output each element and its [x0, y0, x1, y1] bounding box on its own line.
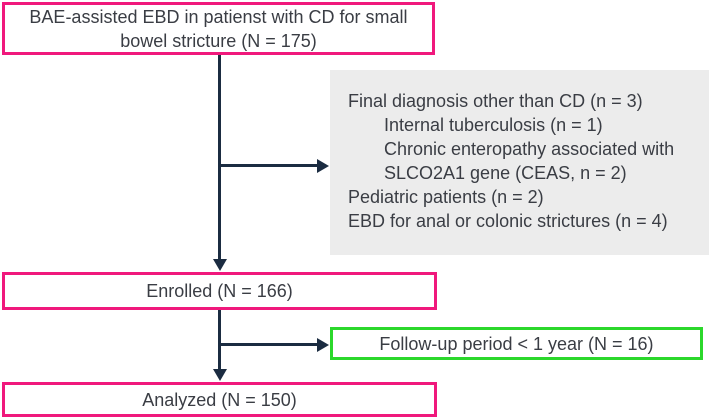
connector-branch-followup [220, 343, 317, 346]
arrow-right-icon [317, 159, 329, 173]
arrow-down-icon [213, 369, 227, 381]
arrow-down-icon [213, 259, 227, 271]
connector-enrolled-to-analyzed [218, 310, 221, 370]
exclusions-box: Final diagnosis other than CD (n = 3) In… [330, 70, 709, 255]
connector-initial-to-enrolled [218, 55, 221, 261]
exclusion-item: Chronic enteropathy associated with [384, 139, 675, 159]
followup-exclusion-box: Follow-up period < 1 year (N = 16) [330, 327, 703, 360]
analyzed-box: Analyzed (N = 150) [2, 382, 437, 417]
analyzed-label: Analyzed (N = 150) [142, 389, 297, 410]
enrolled-box: Enrolled (N = 166) [2, 272, 437, 310]
enrolled-label: Enrolled (N = 166) [146, 281, 293, 301]
connector-branch-exclusions [220, 164, 317, 167]
exclusion-item: Final diagnosis other than CD (n = 3) [348, 91, 643, 111]
exclusion-item: EBD for anal or colonic strictures (n = … [348, 211, 668, 231]
initial-population-line2: bowel stricture (N = 175) [120, 30, 317, 51]
exclusion-item: SLCO2A1 gene (CEAS, n = 2) [384, 163, 627, 183]
arrow-right-icon [317, 338, 329, 352]
exclusion-item: Internal tuberculosis (n = 1) [384, 115, 603, 135]
initial-population-line1: BAE-assisted EBD in patienst with CD for… [29, 6, 408, 27]
followup-exclusion-label: Follow-up period < 1 year (N = 16) [379, 333, 654, 354]
initial-population-box: BAE-assisted EBD in patienst with CD for… [2, 2, 435, 55]
exclusion-item: Pediatric patients (n = 2) [348, 187, 544, 207]
